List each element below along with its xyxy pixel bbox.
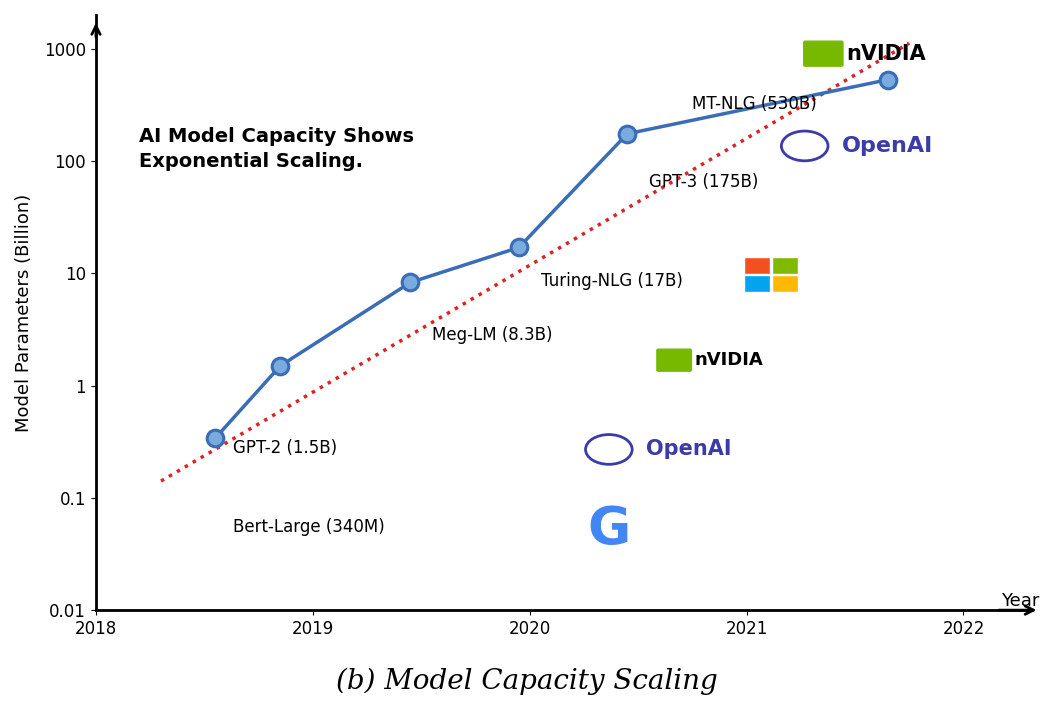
FancyBboxPatch shape [657, 349, 692, 371]
Bar [744, 275, 770, 292]
Text: nVIDIA: nVIDIA [694, 351, 762, 369]
Text: GPT-2 (1.5B): GPT-2 (1.5B) [233, 439, 337, 457]
Bar [772, 275, 798, 292]
Text: nVIDIA: nVIDIA [847, 44, 926, 64]
Text: Meg-LM (8.3B): Meg-LM (8.3B) [432, 326, 553, 345]
FancyBboxPatch shape [803, 41, 843, 66]
Text: AI Model Capacity Shows
Exponential Scaling.: AI Model Capacity Shows Exponential Scal… [139, 127, 414, 171]
Text: OpenAI: OpenAI [842, 136, 933, 156]
Text: G: G [588, 504, 631, 556]
Text: GPT-3 (175B): GPT-3 (175B) [649, 173, 758, 191]
Bar [744, 258, 770, 274]
Text: (b) Model Capacity Scaling: (b) Model Capacity Scaling [336, 668, 717, 695]
Text: MT-NLG (530B): MT-NLG (530B) [693, 95, 817, 113]
Text: Bert-Large (340M): Bert-Large (340M) [233, 518, 384, 536]
Text: Year: Year [1001, 592, 1039, 610]
Text: OpenAI: OpenAI [647, 439, 732, 459]
Text: Turing-NLG (17B): Turing-NLG (17B) [540, 272, 682, 290]
Bar [772, 258, 798, 274]
Y-axis label: Model Parameters (Billion): Model Parameters (Billion) [15, 194, 33, 432]
